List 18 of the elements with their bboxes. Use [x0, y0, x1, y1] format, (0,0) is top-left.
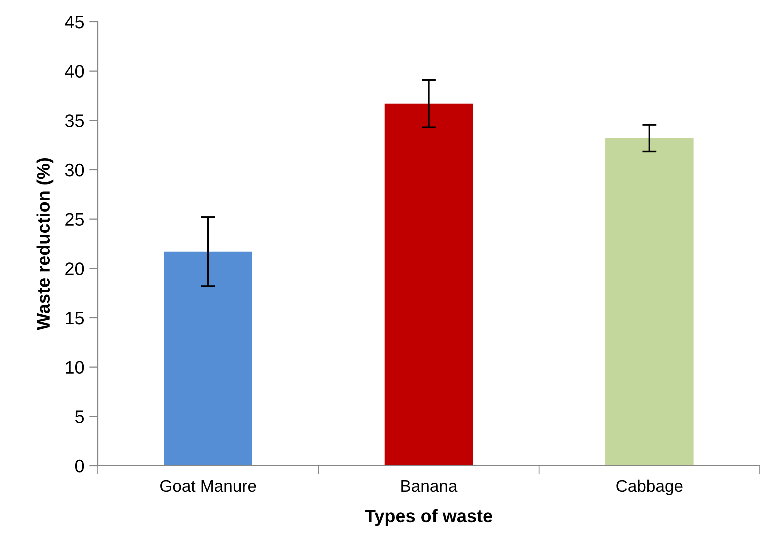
y-tick-label: 10 — [66, 361, 84, 374]
y-tick-label: 35 — [65, 114, 84, 128]
y-tick-label: 20 — [66, 262, 84, 276]
x-tick-label: Goat Manure — [160, 480, 256, 492]
y-tick-label: 0 — [75, 460, 84, 473]
x-axis-title: Types of waste — [365, 509, 492, 526]
y-tick-label: 45 — [65, 16, 84, 29]
x-tick-label: Banana — [402, 480, 458, 492]
bar — [606, 138, 694, 466]
y-tick-label: 5 — [75, 410, 84, 424]
y-tick-label: 25 — [66, 213, 84, 226]
y-tick-label: 30 — [65, 164, 84, 177]
x-tick-label: Cabbage — [616, 480, 683, 496]
bar — [164, 252, 252, 466]
bar — [384, 104, 474, 466]
y-tick-label: 15 — [66, 312, 84, 325]
y-tick-label: 40 — [65, 65, 84, 78]
y-axis-title: Waste reduction (%) — [36, 158, 54, 330]
